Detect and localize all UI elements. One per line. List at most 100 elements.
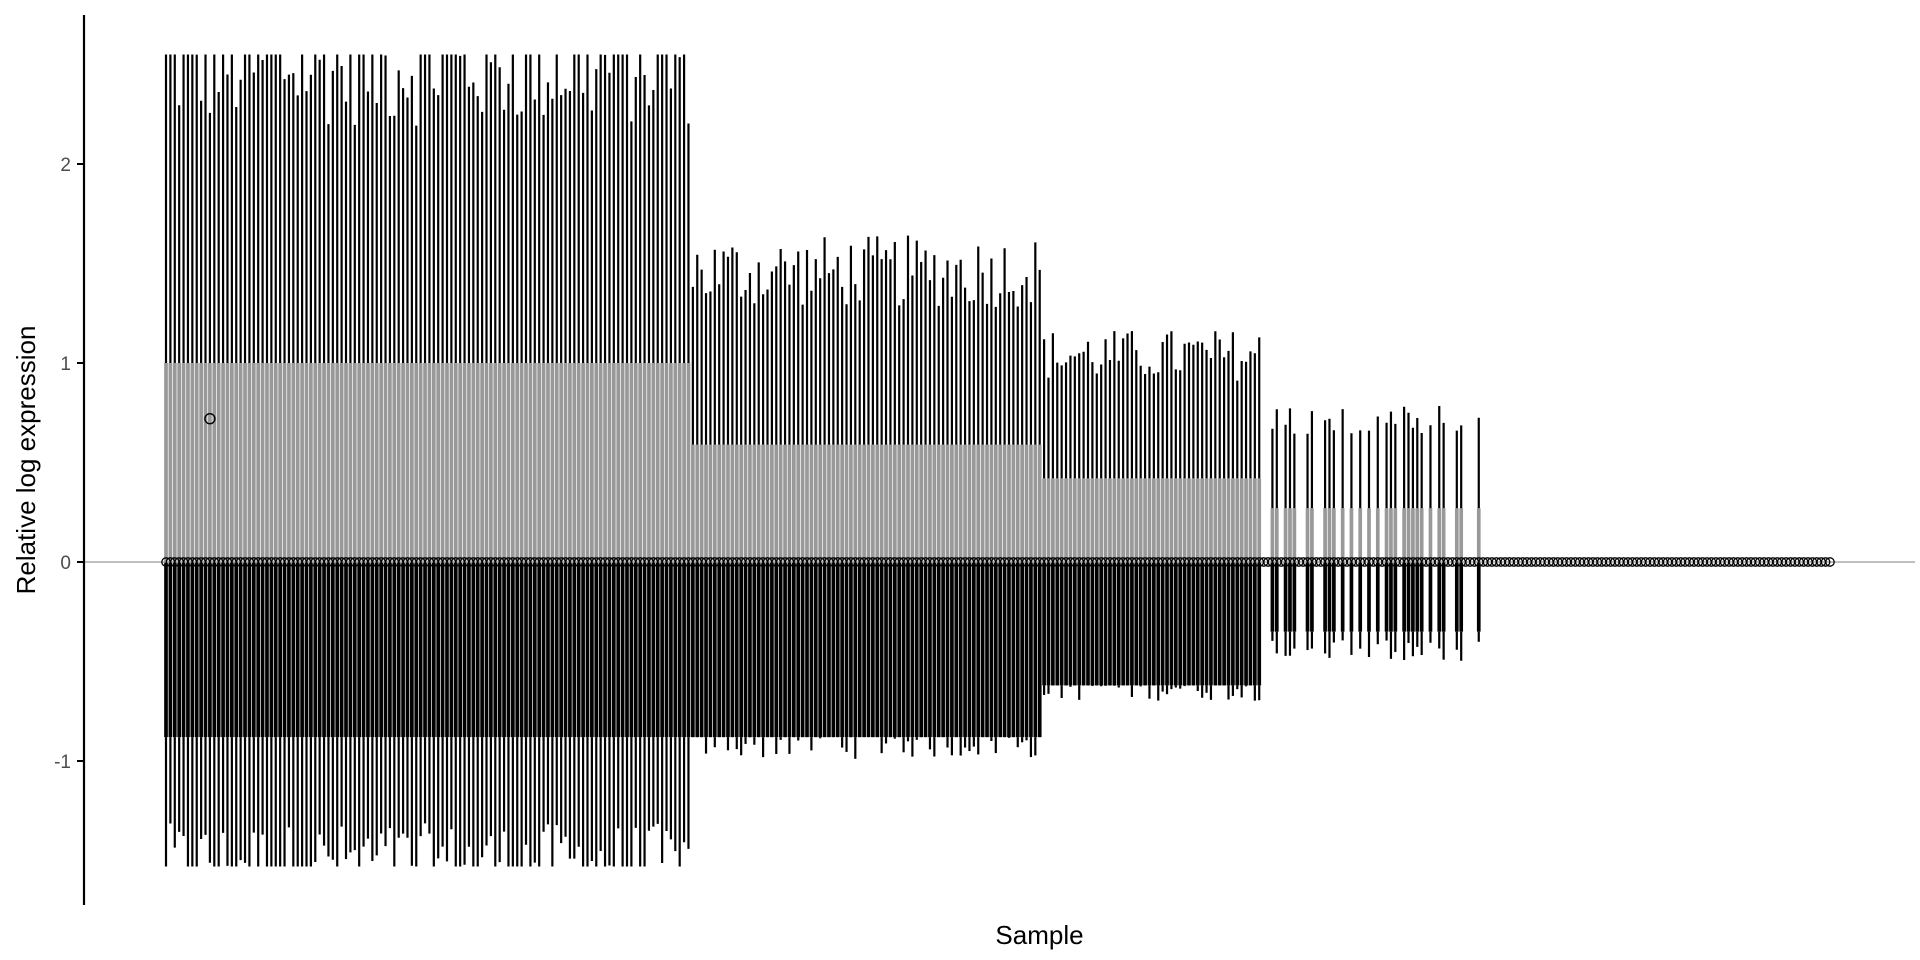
lower-box-half [1116, 562, 1121, 686]
lower-box-half [1283, 562, 1288, 632]
lower-box-half [1187, 562, 1191, 686]
sample-box [493, 54, 498, 867]
sample-box [309, 74, 313, 867]
lower-box-half [361, 562, 366, 738]
upper-box-half [1187, 478, 1191, 562]
lower-box-half [914, 562, 919, 738]
lower-box-half [1121, 562, 1125, 686]
upper-box-half [813, 444, 818, 562]
sample-box [366, 91, 370, 839]
upper-box-half [765, 444, 770, 562]
upper-box-half [331, 363, 335, 562]
upper-box-half [1349, 508, 1354, 562]
sample-box [1090, 362, 1095, 687]
upper-box-half [958, 444, 963, 562]
upper-box-half [906, 444, 910, 562]
lower-box-half [186, 562, 190, 738]
sample-box [559, 95, 563, 844]
lower-box-half [1222, 562, 1226, 686]
lower-box-half [818, 562, 823, 738]
lower-box-half [989, 562, 994, 738]
sample-box [383, 55, 388, 847]
sample-box [862, 249, 866, 738]
sample-box [1094, 373, 1099, 686]
upper-box-half [835, 444, 840, 562]
lower-box-half [366, 562, 370, 738]
sample-box [928, 280, 932, 750]
upper-box-half [1020, 444, 1024, 562]
lower-box-half [1077, 562, 1082, 686]
sample-box [726, 256, 730, 751]
upper-box-half [752, 444, 757, 562]
upper-box-half [287, 363, 291, 562]
lower-box-half [1064, 562, 1068, 686]
upper-box-half [1116, 478, 1121, 562]
lower-box-half [1134, 562, 1139, 686]
lower-box-half [546, 562, 550, 738]
sample-box [945, 260, 950, 748]
upper-box-half [256, 363, 261, 562]
lower-box-half [1029, 562, 1033, 738]
upper-box-half [910, 444, 915, 562]
upper-box-half [515, 363, 520, 562]
upper-box-half [1415, 508, 1420, 562]
sample-box [906, 235, 910, 742]
sample-box [1182, 343, 1187, 687]
lower-box-half [339, 562, 344, 738]
upper-box-half [1033, 444, 1038, 562]
sample-box [322, 54, 326, 846]
lower-box-half [923, 562, 928, 738]
sample-box [721, 251, 726, 738]
sample-box [1419, 433, 1424, 656]
upper-box-half [739, 444, 743, 562]
lower-box-half [550, 562, 555, 738]
lower-box-half [1402, 562, 1406, 632]
upper-box-half [1437, 508, 1442, 562]
lower-box-half [1476, 562, 1481, 632]
upper-box-half [546, 363, 550, 562]
upper-box-half [1411, 508, 1415, 562]
lower-box-half [1340, 562, 1345, 632]
lower-box-half [1209, 562, 1213, 686]
lower-box-half [664, 562, 669, 738]
upper-box-half [756, 444, 761, 562]
sample-box [1178, 370, 1183, 689]
lower-box-half [607, 562, 612, 738]
upper-box-half [1454, 508, 1459, 562]
lower-box-half [1130, 562, 1134, 686]
lower-box-half [910, 562, 915, 738]
sample-box [756, 262, 761, 738]
sample-box [1103, 339, 1108, 686]
upper-box-half [809, 444, 814, 562]
lower-box-half [1007, 562, 1011, 738]
lower-box-half [251, 562, 256, 738]
upper-box-half [1389, 508, 1393, 562]
lower-box-half [1051, 562, 1055, 686]
sample-box [1077, 353, 1082, 700]
lower-box-half [603, 562, 607, 738]
lower-box-half [734, 562, 739, 738]
lower-box-half [787, 562, 792, 738]
sample-box [831, 269, 836, 738]
lower-box-half [172, 562, 177, 738]
sample-box [453, 54, 458, 867]
lower-box-half [590, 562, 594, 738]
lower-box-half [625, 562, 629, 738]
lower-box-half [1020, 562, 1024, 738]
upper-box-half [1152, 478, 1156, 562]
upper-box-half [295, 363, 300, 562]
lower-box-half [642, 562, 647, 738]
sample-box [985, 303, 989, 738]
upper-box-half [1367, 508, 1371, 562]
sample-box [1125, 333, 1130, 686]
sample-box [647, 105, 651, 831]
lower-box-half [1428, 562, 1433, 632]
lower-box-half [563, 562, 568, 738]
sample-box [857, 300, 862, 738]
lower-box-half [976, 562, 981, 738]
lower-box-half [168, 562, 173, 738]
lower-box-half [1182, 562, 1187, 686]
upper-box-half [620, 363, 625, 562]
sample-box [370, 54, 375, 862]
sample-box [199, 100, 203, 840]
